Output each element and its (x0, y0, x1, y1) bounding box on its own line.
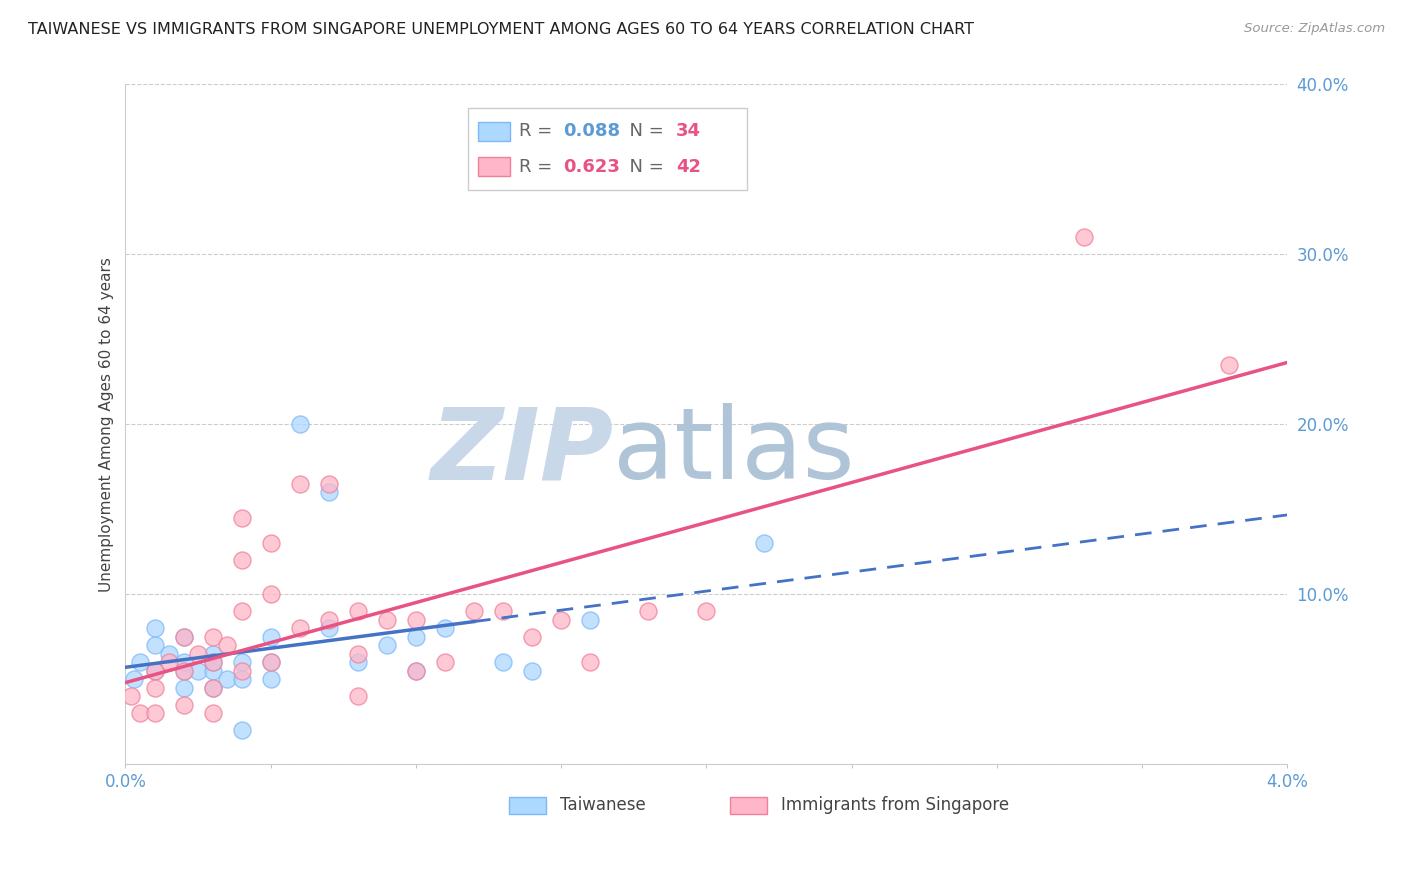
Point (129, 706, 152, 721)
Point (550, 613, 572, 627)
Point (520, 630, 543, 644)
Text: 0.623: 0.623 (564, 158, 620, 176)
Point (122, 673, 145, 687)
Point (375, 639, 398, 653)
Point (260, 587, 283, 601)
Point (201, 706, 224, 721)
Point (231, 673, 253, 687)
Text: Source: ZipAtlas.com: Source: ZipAtlas.com (1244, 22, 1385, 36)
Point (405, 630, 427, 644)
Point (579, 613, 602, 627)
Point (173, 664, 195, 678)
Point (143, 681, 166, 695)
Bar (509, 797, 546, 814)
Point (201, 656, 224, 670)
Point (260, 656, 283, 670)
Point (231, 656, 253, 670)
Point (347, 656, 370, 670)
Point (318, 476, 340, 491)
Point (173, 681, 195, 695)
Point (288, 476, 311, 491)
Point (433, 656, 456, 670)
Point (1218, 358, 1240, 372)
Point (492, 656, 515, 670)
Text: atlas: atlas (613, 403, 855, 500)
Point (173, 698, 195, 712)
Point (217, 673, 239, 687)
Point (231, 511, 253, 525)
Point (143, 664, 166, 678)
Point (187, 664, 209, 678)
Point (375, 613, 398, 627)
Point (405, 664, 427, 678)
Point (260, 630, 283, 644)
Text: R =: R = (519, 158, 558, 176)
Point (231, 604, 253, 618)
Point (173, 656, 195, 670)
Point (260, 536, 283, 550)
Point (754, 536, 776, 550)
Point (201, 681, 224, 695)
Point (201, 647, 224, 661)
Point (318, 621, 340, 635)
Point (173, 630, 195, 644)
Point (201, 630, 224, 644)
Point (201, 656, 224, 670)
Point (318, 485, 340, 500)
Point (231, 664, 253, 678)
Point (173, 630, 195, 644)
Point (637, 604, 659, 618)
Text: TAIWANESE VS IMMIGRANTS FROM SINGAPORE UNEMPLOYMENT AMONG AGES 60 TO 64 YEARS CO: TAIWANESE VS IMMIGRANTS FROM SINGAPORE U… (28, 22, 974, 37)
Point (463, 604, 485, 618)
Point (260, 656, 283, 670)
Point (129, 656, 152, 670)
Bar (730, 797, 766, 814)
Point (143, 621, 166, 635)
Point (157, 647, 180, 661)
Point (695, 604, 717, 618)
Point (1073, 230, 1095, 244)
Text: 0.088: 0.088 (564, 122, 620, 140)
Bar (478, 121, 510, 141)
Point (143, 706, 166, 721)
Point (143, 664, 166, 678)
Y-axis label: Unemployment Among Ages 60 to 64 years: Unemployment Among Ages 60 to 64 years (100, 257, 114, 591)
Text: 42: 42 (676, 158, 702, 176)
Point (492, 604, 515, 618)
Point (231, 723, 253, 738)
Point (579, 656, 602, 670)
Point (260, 673, 283, 687)
Point (288, 417, 311, 432)
Point (173, 664, 195, 678)
Point (231, 553, 253, 567)
Point (143, 639, 166, 653)
Point (201, 681, 224, 695)
Text: Immigrants from Singapore: Immigrants from Singapore (780, 797, 1010, 814)
FancyBboxPatch shape (468, 108, 747, 190)
Point (433, 621, 456, 635)
Point (187, 647, 209, 661)
Text: R =: R = (519, 122, 558, 140)
Text: ZIP: ZIP (430, 403, 613, 500)
Point (120, 690, 142, 704)
Point (405, 613, 427, 627)
Text: N =: N = (619, 122, 669, 140)
Point (405, 664, 427, 678)
Point (201, 664, 224, 678)
Point (318, 613, 340, 627)
Point (347, 604, 370, 618)
Text: 34: 34 (676, 122, 702, 140)
Point (217, 639, 239, 653)
Point (347, 647, 370, 661)
Text: Taiwanese: Taiwanese (560, 797, 645, 814)
Point (157, 656, 180, 670)
Point (288, 621, 311, 635)
Bar (478, 158, 510, 177)
Point (520, 664, 543, 678)
Point (347, 690, 370, 704)
Text: N =: N = (619, 158, 669, 176)
